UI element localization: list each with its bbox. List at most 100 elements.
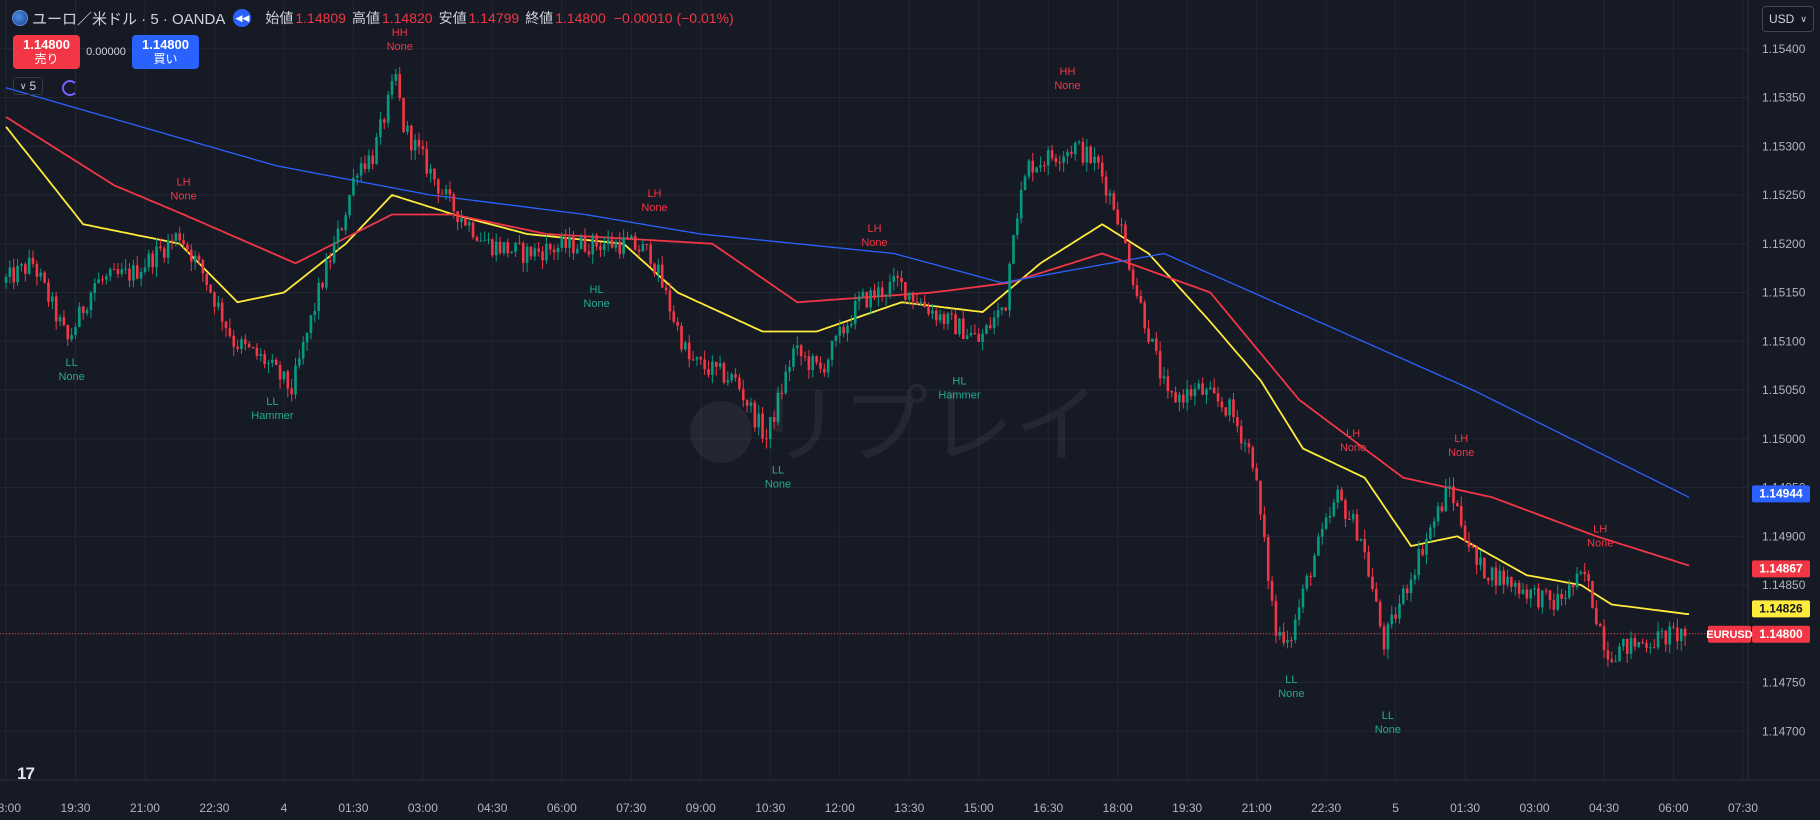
candle-body (1131, 269, 1135, 286)
candle-body (1089, 146, 1092, 163)
candle-body (39, 272, 43, 277)
time-tick-label: 4 (281, 801, 288, 815)
candle-body (294, 365, 297, 395)
time-tick-label: 18:00 (0, 801, 21, 815)
candle-body (159, 246, 162, 249)
refresh-icon[interactable] (62, 80, 78, 96)
candle-body (1544, 590, 1548, 592)
time-tick-label: 12:00 (825, 801, 855, 815)
candle-body (108, 269, 112, 277)
candle-body (502, 242, 506, 254)
price-tag (1752, 485, 1810, 503)
currency-select[interactable]: USD ∨ (1762, 6, 1814, 32)
price-tag-value: 1.14944 (1759, 486, 1803, 500)
candle-body (606, 239, 610, 245)
time-tick-label: 06:00 (1659, 801, 1689, 815)
candle-body (259, 354, 263, 357)
price-tag (1752, 600, 1810, 618)
candle-body (1633, 638, 1637, 647)
candle-body (1471, 547, 1475, 549)
candle-body (772, 417, 776, 422)
candle-body (1081, 141, 1085, 163)
candle-body (1359, 539, 1363, 541)
candle-body (174, 233, 178, 241)
time-tick-label: 18:00 (1103, 801, 1133, 815)
candle-body (788, 366, 791, 372)
candle-body (344, 215, 347, 231)
candle-body (1162, 376, 1166, 379)
candle-body (819, 362, 822, 369)
candle-body (1004, 307, 1008, 311)
candle-body (529, 246, 533, 257)
candle-body (927, 307, 930, 314)
candle-body (1571, 584, 1575, 588)
candle-body (1332, 502, 1336, 516)
candle-body (931, 310, 934, 314)
symbol-title[interactable]: ユーロ／米ドル · 5 · OANDA (32, 10, 226, 28)
replay-icon[interactable]: ◀◀ (233, 9, 252, 27)
candle-body (548, 244, 552, 250)
pattern-label: Hammer (251, 410, 294, 422)
candle-body (471, 222, 475, 238)
candle-body (1664, 630, 1668, 645)
candle-body (904, 282, 907, 300)
candle-body (1382, 626, 1386, 650)
price-axis[interactable]: 1.15400 1.15350 1.15300 1.15250 1.15200 1.151… (1706, 0, 1810, 780)
candle-body (1031, 160, 1035, 173)
candle-body (1417, 549, 1421, 576)
candle-body (1255, 467, 1258, 481)
candle-body (1158, 351, 1162, 379)
open-value: 1.14809 (295, 10, 346, 26)
time-tick-label: 01:30 (338, 801, 368, 815)
candle-body (911, 292, 915, 302)
time-axis[interactable]: 18:00 19:30 21:00 22:30 4 01:30 03:00 04:30 06:0… (0, 779, 1820, 815)
buy-button[interactable]: 1.14800 買い (132, 35, 199, 69)
candle-body (1355, 514, 1359, 541)
indicators-toggle[interactable]: ∨ 5 (13, 77, 43, 95)
candle-body (645, 244, 649, 246)
candle-body (1625, 638, 1629, 654)
candle-body (355, 175, 359, 178)
candle-body (491, 239, 494, 256)
chevron-down-icon: ∨ (1800, 13, 1807, 24)
candle-body (456, 211, 459, 223)
candle-body (1305, 575, 1309, 589)
candle-body (467, 222, 471, 226)
candle-body (274, 359, 278, 366)
candle-body (1483, 557, 1486, 579)
candle-body (487, 239, 490, 241)
candle-body (1336, 489, 1339, 503)
price-tick-label: 1.14850 (1762, 578, 1806, 592)
candle-body (583, 236, 587, 252)
candle-body (1363, 539, 1367, 553)
price-tick-label: 1.15000 (1762, 432, 1806, 446)
price-tick-label: 1.14700 (1762, 724, 1806, 738)
candle-body (1672, 626, 1675, 628)
candle-body (1456, 503, 1459, 507)
candle-body (1201, 383, 1204, 395)
candle-body (382, 119, 386, 123)
tradingview-logo[interactable]: 17 (17, 764, 35, 783)
candle-body (850, 324, 853, 326)
candle-body (1602, 626, 1606, 651)
candle-body (1309, 575, 1312, 578)
candle-body (359, 163, 363, 176)
time-tick-label: 07:30 (616, 801, 646, 815)
candle-body (433, 168, 436, 180)
candle-body (1270, 580, 1274, 601)
candle-body (1378, 601, 1382, 627)
candle-body (1239, 426, 1243, 444)
candle-body (186, 244, 189, 250)
candle-body (1301, 588, 1305, 608)
candle-body (1328, 515, 1332, 518)
candle-body (317, 282, 320, 311)
sell-button[interactable]: 1.14800 売り (13, 35, 80, 69)
symbol-tag (1708, 625, 1751, 643)
candle-body (313, 310, 317, 316)
candle-body (761, 413, 764, 439)
candle-body (1000, 307, 1004, 311)
flag-icon (12, 10, 28, 26)
candle-body (105, 276, 108, 280)
candle-body (236, 346, 239, 349)
